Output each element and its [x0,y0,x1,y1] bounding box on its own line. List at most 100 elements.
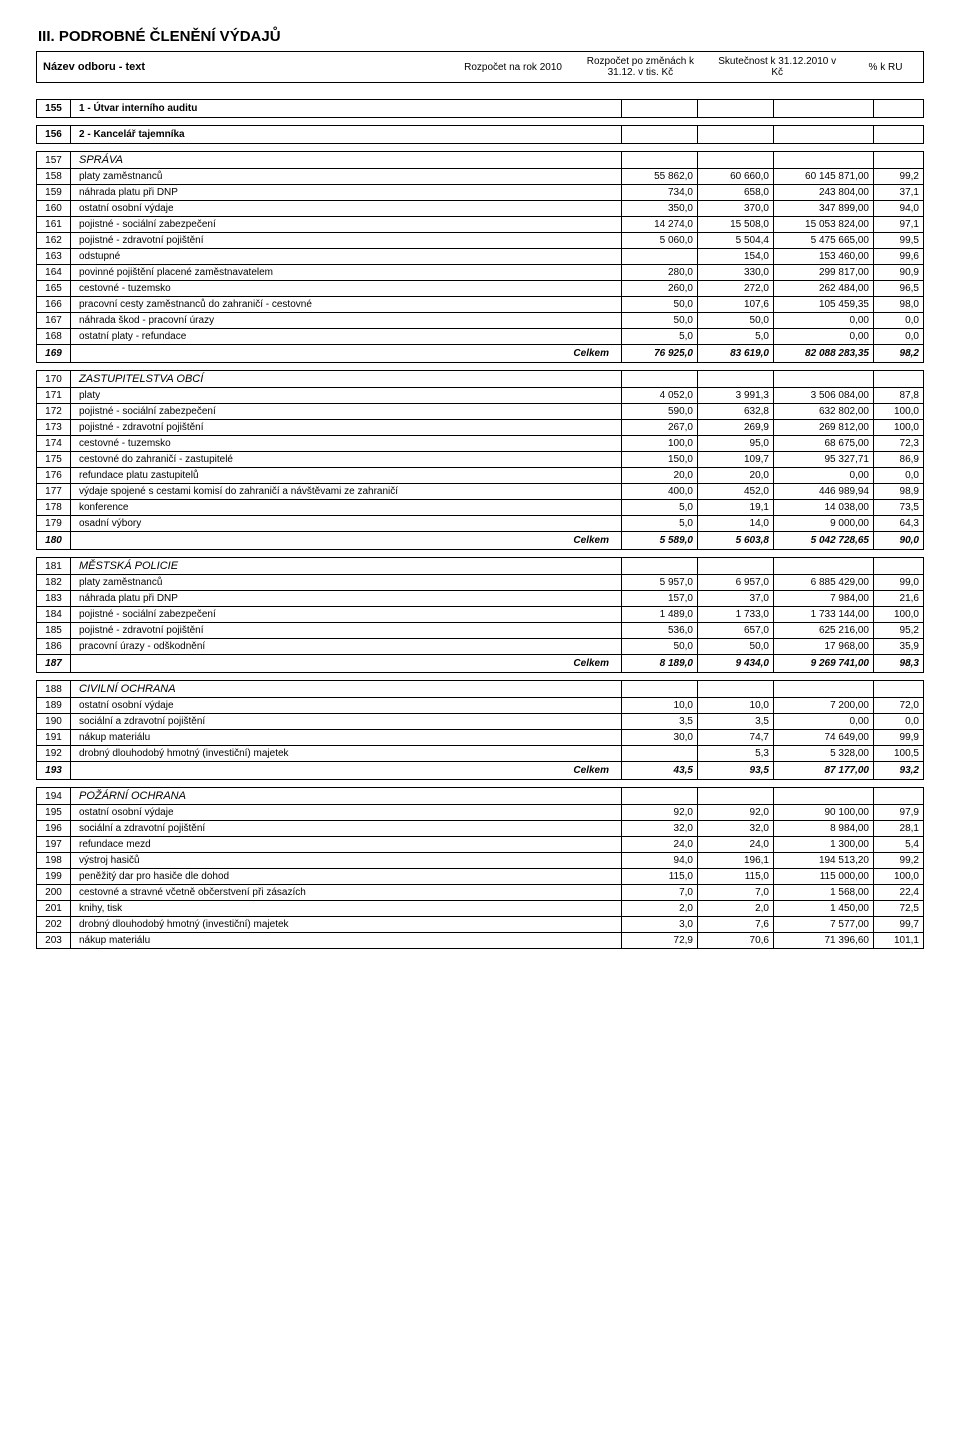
row-value: 20,0 [622,468,698,484]
row-value: 272,0 [698,281,774,297]
row-value: 9 000,00 [774,516,874,532]
row-label: pojistné - sociální zabezpečení [71,217,622,233]
row-value: 50,0 [698,639,774,655]
row-value: 70,6 [698,933,774,949]
row-value: 5 042 728,65 [774,532,874,550]
row-number: 158 [37,169,71,185]
row-value: 10,0 [698,698,774,714]
row-number: 157 [37,152,71,169]
row-label: osadní výbory [71,516,622,532]
row-value: 299 817,00 [774,265,874,281]
row-number: 189 [37,698,71,714]
row-value: 15 508,0 [698,217,774,233]
row-value: 1 450,00 [774,901,874,917]
row-value: 95,2 [874,623,924,639]
row-value: 350,0 [622,201,698,217]
row-value: 7 577,00 [774,917,874,933]
row-value: 60 660,0 [698,169,774,185]
row-label: Celkem [71,762,622,780]
row-label: cestovné - tuzemsko [71,281,622,297]
row-value: 3,5 [622,714,698,730]
row-label: 1 - Útvar interního auditu [71,100,622,118]
row-value: 99,6 [874,249,924,265]
row-value: 90,9 [874,265,924,281]
row-value: 99,5 [874,233,924,249]
row-label: drobný dlouhodobý hmotný (investiční) ma… [71,746,622,762]
header-c1: Rozpočet na rok 2010 [452,52,575,83]
row-value: 105 459,35 [774,297,874,313]
row-label: MĚSTSKÁ POLICIE [71,558,622,575]
row-value: 19,1 [698,500,774,516]
row-value: 98,9 [874,484,924,500]
row-number: 183 [37,591,71,607]
row-label: odstupné [71,249,622,265]
row-value: 260,0 [622,281,698,297]
row-value: 658,0 [698,185,774,201]
row-value: 632,8 [698,404,774,420]
row-label: sociální a zdravotní pojištění [71,821,622,837]
row-value: 98,3 [874,655,924,673]
row-value: 86,9 [874,452,924,468]
row-value: 243 804,00 [774,185,874,201]
row-number: 173 [37,420,71,436]
row-value: 72,5 [874,901,924,917]
row-value: 370,0 [698,201,774,217]
row-value: 115,0 [622,869,698,885]
row-number: 172 [37,404,71,420]
row-value: 99,7 [874,917,924,933]
row-label: refundace platu zastupitelů [71,468,622,484]
row-number: 171 [37,388,71,404]
row-value: 15 053 824,00 [774,217,874,233]
row-value: 50,0 [698,313,774,329]
row-value: 280,0 [622,265,698,281]
row-label: Celkem [71,532,622,550]
row-value: 2,0 [698,901,774,917]
row-label: ostatní platy - refundace [71,329,622,345]
row-number: 170 [37,371,71,388]
row-value: 0,0 [874,329,924,345]
row-label: Celkem [71,655,622,673]
row-value: 28,1 [874,821,924,837]
row-value: 5,0 [698,329,774,345]
row-value: 50,0 [622,313,698,329]
row-value: 115 000,00 [774,869,874,885]
header-name: Název odboru - text [37,52,452,83]
row-value: 5 504,4 [698,233,774,249]
row-value: 97,9 [874,805,924,821]
row-value: 734,0 [622,185,698,201]
column-headers: Název odboru - text Rozpočet na rok 2010… [36,51,924,83]
row-value: 68 675,00 [774,436,874,452]
row-value [622,746,698,762]
row-label: nákup materiálu [71,933,622,949]
row-value: 632 802,00 [774,404,874,420]
row-value: 73,5 [874,500,924,516]
row-value: 7,0 [698,885,774,901]
row-label: náhrada platu při DNP [71,591,622,607]
row-number: 191 [37,730,71,746]
row-number: 176 [37,468,71,484]
row-number: 179 [37,516,71,532]
row-value: 50,0 [622,297,698,313]
row-label: pojistné - zdravotní pojištění [71,233,622,249]
row-value: 153 460,00 [774,249,874,265]
header-c2: Rozpočet po změnách k 31.12. v tis. Kč [574,52,706,83]
row-label: výdaje spojené s cestami komisí do zahra… [71,484,622,500]
row-value: 22,4 [874,885,924,901]
row-number: 178 [37,500,71,516]
row-value: 330,0 [698,265,774,281]
row-value: 400,0 [622,484,698,500]
row-value: 452,0 [698,484,774,500]
row-value: 35,9 [874,639,924,655]
row-value: 94,0 [874,201,924,217]
row-label: sociální a zdravotní pojištění [71,714,622,730]
row-label: ostatní osobní výdaje [71,201,622,217]
expense-table: 1551 - Útvar interního auditu1562 - Kanc… [36,99,924,957]
row-value: 60 145 871,00 [774,169,874,185]
row-number: 193 [37,762,71,780]
row-value: 6 957,0 [698,575,774,591]
row-value: 7,6 [698,917,774,933]
row-value: 0,00 [774,468,874,484]
row-value: 267,0 [622,420,698,436]
row-value: 5 328,00 [774,746,874,762]
row-value: 99,9 [874,730,924,746]
